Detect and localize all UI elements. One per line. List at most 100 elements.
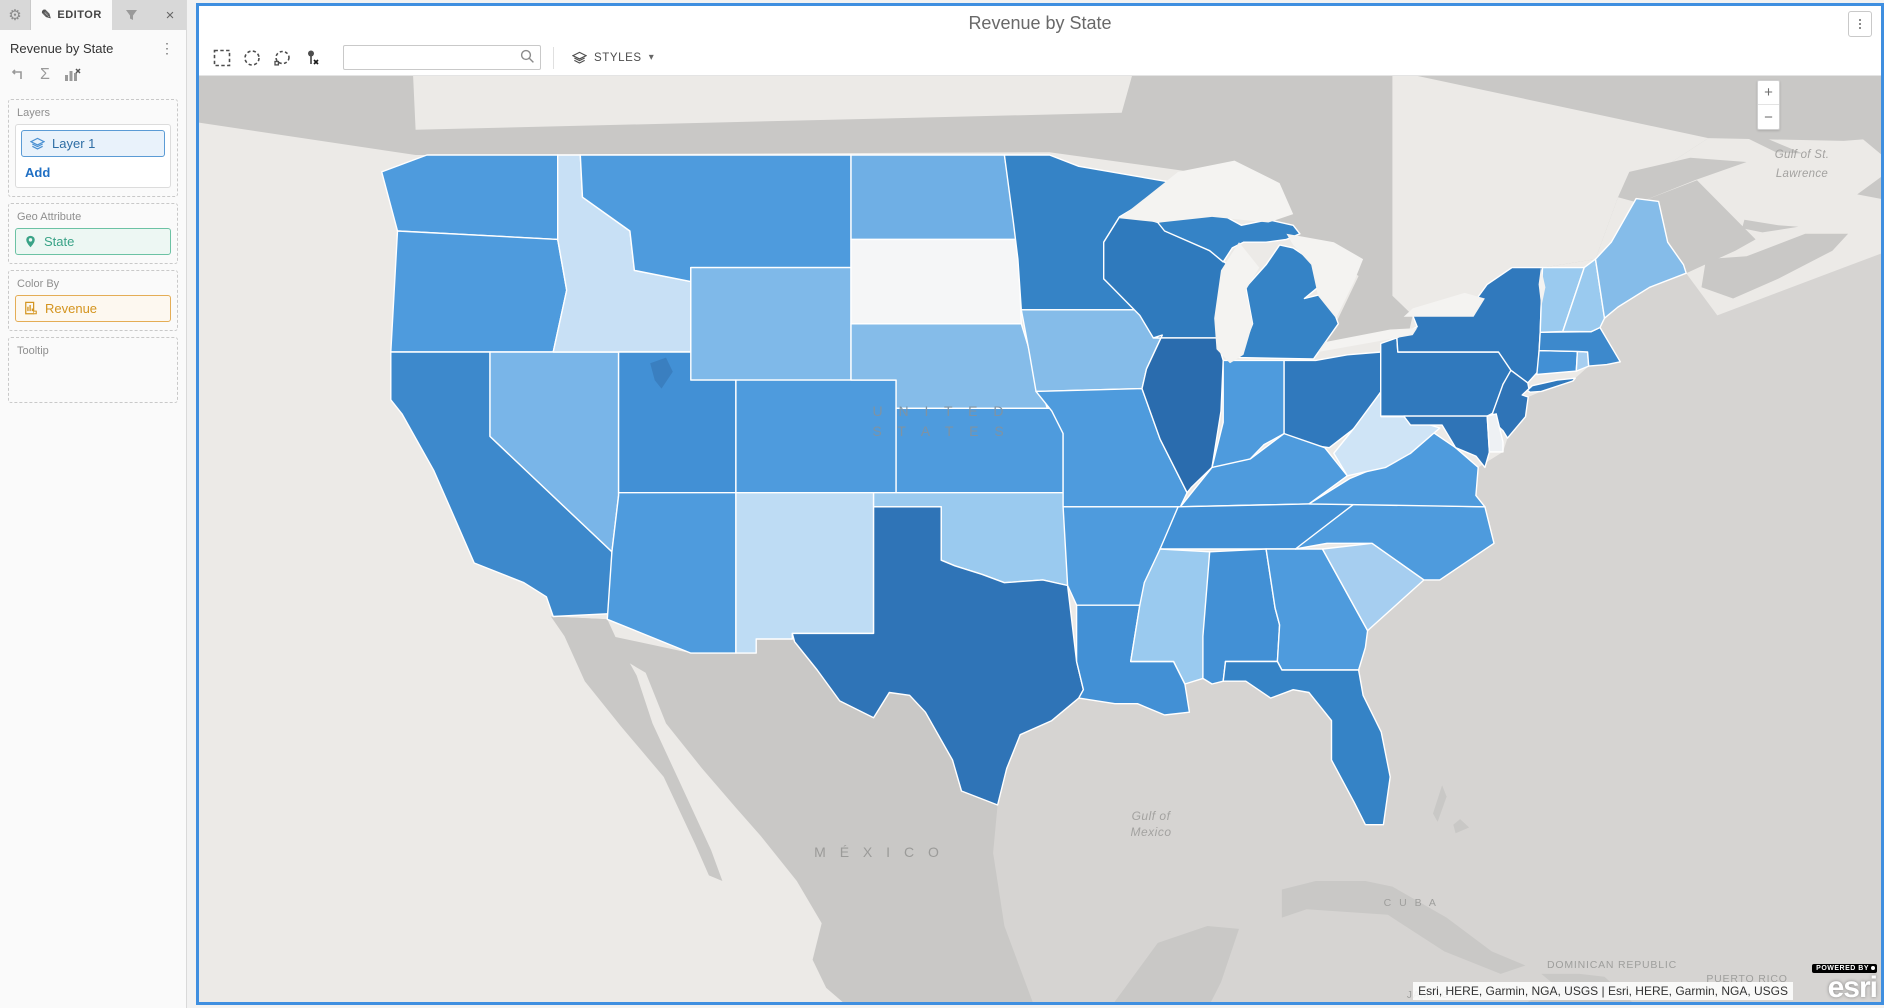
clear-pins-button[interactable] [297, 43, 327, 73]
geo-label-gulf-of-st-lawrence: Gulf of St. [1775, 149, 1829, 161]
geo-label-cuba: C U B A [1384, 897, 1439, 909]
state-CT[interactable]: Connecticut [1536, 349, 1579, 376]
state-ND[interactable]: North Dakota [850, 154, 1019, 241]
geo-attribute-chip[interactable]: State [15, 228, 171, 255]
mexico-landmass [550, 616, 1239, 1002]
color-by-value: Revenue [45, 301, 98, 316]
layer-item-layer1[interactable]: Layer 1 [21, 130, 165, 157]
lake-champlain [1538, 267, 1546, 307]
geo-label-gulf-of-mexico: Gulf of [1132, 809, 1172, 823]
map-toolbar: STYLES ▾ [199, 40, 1881, 76]
powered-by-badge: POWERED BY [1812, 964, 1877, 973]
state-NY[interactable]: New York [1526, 377, 1576, 393]
map-search-input[interactable] [343, 45, 541, 70]
prince-edward-island [1742, 219, 1799, 233]
geo-label-united-states: U N I T E D [872, 403, 1009, 419]
chevron-down-icon: ▾ [648, 52, 655, 63]
settings-gear-icon[interactable]: ⚙ [0, 0, 31, 30]
measure-icon [25, 301, 37, 315]
chart-remove-icon[interactable] [64, 67, 81, 83]
esri-wordmark: esri [1827, 971, 1878, 1003]
tab-editor[interactable]: ✎ EDITOR [31, 0, 112, 30]
state-WY[interactable]: Wyoming [690, 266, 852, 381]
styles-layers-icon [572, 51, 587, 64]
us-choropleth-map[interactable]: WashingtonOregonCaliforniaNevadaIdahoMon… [199, 76, 1881, 1002]
bahamas-island [1453, 819, 1470, 834]
funnel-icon [126, 9, 138, 20]
color-by-label: Color By [17, 278, 60, 290]
add-layer-button[interactable]: Add [25, 165, 51, 180]
map-zoom-control: + − [1757, 80, 1780, 130]
color-by-section: Color By Revenue [8, 270, 178, 331]
esri-logo: POWERED BY esri [1797, 957, 1878, 1003]
close-icon[interactable]: × [165, 6, 175, 24]
geo-attribute-value: State [44, 234, 75, 249]
canada-north-light [413, 76, 1132, 130]
state-ME[interactable]: Maine [1594, 197, 1687, 319]
cuba-island [1281, 881, 1526, 974]
geo-label-mexico: M É X I C O [814, 844, 944, 860]
tab-editor-label: EDITOR [57, 9, 102, 21]
toolbar-separator [553, 46, 554, 69]
state-KS[interactable]: Kansas [895, 407, 1064, 494]
anticosti-island [1742, 128, 1803, 154]
panel-kebab-icon[interactable]: ⋮ [160, 40, 174, 56]
new-brunswick [1636, 180, 1756, 274]
circular-select-button[interactable] [237, 43, 267, 73]
state-DE[interactable]: Delaware [1486, 413, 1504, 453]
lake-huron [1286, 233, 1364, 319]
color-by-chip[interactable]: Revenue [15, 295, 171, 322]
map-attribution: Esri, HERE, Garmin, NGA, USGS | Esri, HE… [1413, 982, 1793, 1000]
styles-button[interactable]: STYLES ▾ [566, 47, 660, 69]
styles-button-label: STYLES [594, 51, 642, 64]
layers-icon [30, 137, 45, 150]
state-IL[interactable]: Illinois [1141, 334, 1224, 494]
location-pin-icon [26, 235, 35, 248]
state-FL[interactable]: Florida [1222, 660, 1391, 826]
layer-item-label: Layer 1 [52, 136, 96, 151]
lake-superior [1119, 160, 1294, 223]
geo-label-gulf-of-st-lawrence: Lawrence [1776, 168, 1828, 180]
layers-label: Layers [17, 107, 51, 119]
state-NM[interactable]: New Mexico [735, 492, 875, 654]
state-IA[interactable]: Iowa [1020, 309, 1163, 393]
lake-michigan [1214, 242, 1260, 364]
zoom-in-button[interactable]: + [1758, 81, 1779, 105]
state-WA[interactable]: Washington [380, 154, 559, 241]
swap-axis-icon[interactable] [10, 67, 26, 83]
editor-sidebar: ⚙ ✎ EDITOR × Revenue by State ⋮ Σ [0, 0, 187, 1008]
map-search [343, 45, 541, 70]
geo-attribute-label: Geo Attribute [17, 211, 82, 223]
atlantic-gulf-water [947, 253, 1881, 1002]
widget-more-button[interactable] [1848, 11, 1872, 37]
state-NJ[interactable]: New Jersey [1491, 369, 1530, 439]
state-OR[interactable]: Oregon [390, 230, 568, 353]
map-titlebar: Revenue by State [199, 6, 1881, 40]
gaspe-peninsula [1618, 157, 1747, 203]
geo-label-united-states: S T A T E S [872, 423, 1009, 439]
nova-scotia [1701, 233, 1849, 299]
rectangular-select-button[interactable] [207, 43, 237, 73]
editor-panel-title: Revenue by State [10, 41, 114, 56]
quebec-light-region [1392, 76, 1709, 316]
great-salt-lake [650, 357, 673, 389]
layers-section: Layers Layer 1 Add [8, 99, 178, 197]
pencil-icon: ✎ [41, 7, 53, 22]
lasso-select-button[interactable] [267, 43, 297, 73]
search-icon[interactable] [520, 49, 535, 69]
zoom-out-button[interactable]: − [1764, 108, 1773, 126]
tab-filter[interactable] [112, 0, 152, 30]
state-SD[interactable]: South Dakota [850, 238, 1022, 325]
tooltip-label: Tooltip [17, 345, 49, 357]
aggregation-sigma-icon[interactable]: Σ [40, 66, 50, 83]
lake-ontario [1403, 292, 1485, 317]
map-widget-panel[interactable]: Revenue by State [196, 3, 1884, 1005]
geo-attribute-section: Geo Attribute State [8, 203, 178, 264]
map-area[interactable]: WashingtonOregonCaliforniaNevadaIdahoMon… [199, 76, 1881, 1002]
bahamas-island [1433, 785, 1447, 822]
geo-label-gulf-of-mexico: Mexico [1130, 825, 1171, 839]
newfoundland [1848, 107, 1881, 199]
geo-label-dominican-republic: DOMINICAN REPUBLIC [1547, 959, 1677, 971]
state-TX[interactable]: Texas [791, 506, 1085, 806]
